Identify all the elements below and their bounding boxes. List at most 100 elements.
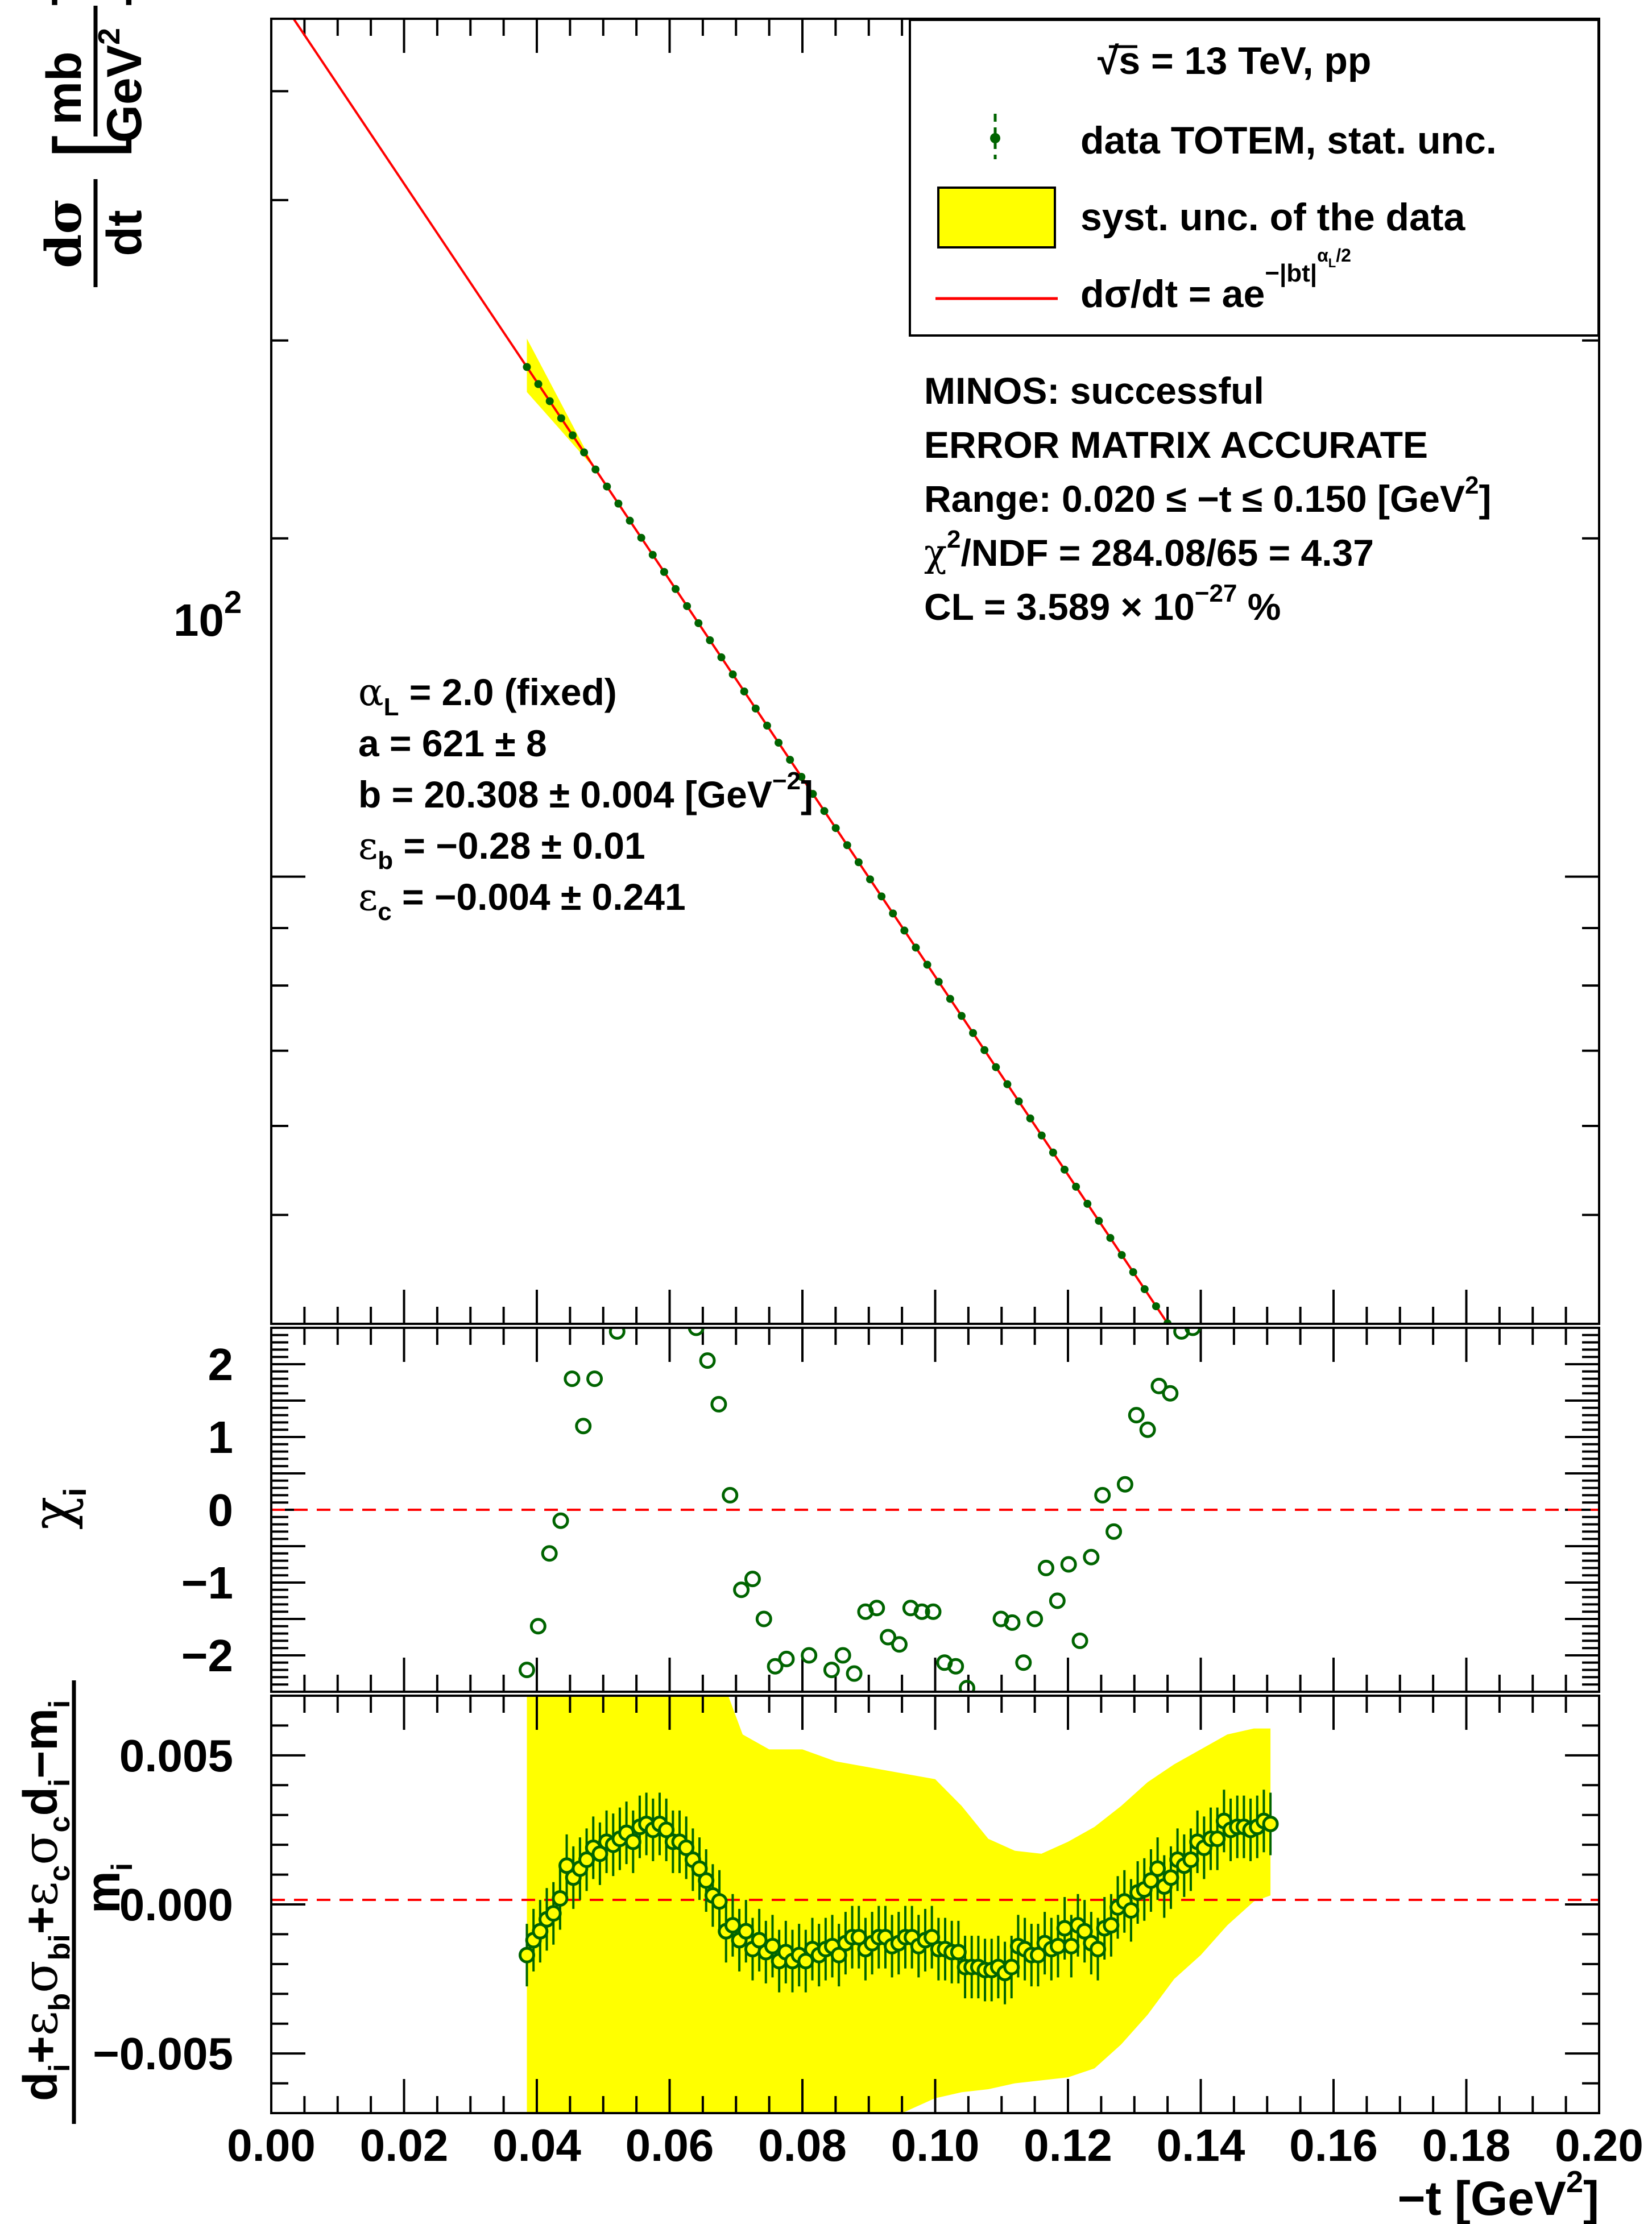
top-data-point [717,653,726,661]
svg-text:dσ: dσ [35,198,93,268]
top-data-point [797,773,806,781]
top-data-point [1266,1473,1274,1481]
top-data-point [831,824,840,833]
top-data-point [1210,1388,1218,1395]
top-data-point [728,670,737,678]
bottom-point [545,1905,562,1922]
middle-point [868,1600,885,1617]
bottom-xtick-label: 0.14 [1157,2120,1245,2171]
top-data-point [900,926,909,935]
fit-line [292,19,1170,1324]
top-data-point [1003,1080,1012,1088]
svg-text:GeV2: GeV2 [92,28,152,143]
bottom-xtick-label: 0.02 [360,2120,449,2171]
top-data-point [648,550,657,559]
top-data-point [866,875,874,884]
middle-point [1139,1421,1156,1438]
top-data-point [1049,1148,1057,1157]
middle-point [564,1370,581,1388]
middle-point [834,1647,851,1664]
svg-text:dt: dt [97,210,152,256]
fit-range: Range: 0.020 ≤ −t ≤ 0.150 [GeV2] [924,471,1492,520]
middle-point [608,1328,626,1340]
top-data-point [523,363,531,371]
top-data-point [1037,1131,1046,1140]
middle-ylabel: χi [20,1488,93,1530]
middle-point [959,1680,976,1692]
bottom-xtick-label: 0.08 [758,2120,847,2171]
top-data-point [614,499,623,508]
middle-ytick-label: 1 [208,1412,234,1463]
top-data-point [786,756,794,764]
top-data-point [854,858,863,867]
top-ylabel: dσ dt [ mb GeV2 ] [35,0,152,287]
middle-panel: −2 −1 0 1 2 χi [20,1327,1600,1693]
bottom-xlabel: −t [GeV2] [1398,2165,1599,2224]
top-data-point [1095,1216,1103,1225]
top-data-point [568,431,577,440]
middle-point [913,1603,930,1620]
bottom-syst-band-shape [527,1696,1271,2113]
top-data-point [706,636,714,644]
bottom-ytick-label: −0.005 [93,2028,233,2079]
bottom-point [1003,1958,1020,1975]
svg-text:]: ] [36,0,132,6]
fit-minos: MINOS: successful [924,370,1264,412]
bottom-point [552,1890,569,1907]
param-a: a = 621 ± 8 [358,722,547,764]
middle-point [891,1636,908,1653]
middle-point [778,1650,795,1667]
middle-frame [270,1327,1600,1693]
param-eb: εb = −0.28 ± 0.01 [358,824,645,875]
bottom-point [1262,1815,1279,1832]
svg-text:di+εbσbi+εcσcdi−mi: di+εbσbi+εcσcdi−mi [13,1700,76,2101]
top-data-point [534,380,543,388]
middle-point [733,1581,750,1598]
fit-params: αL = 2.0 (fixed) a = 621 ± 8 b = 20.308 … [358,670,813,926]
bottom-point [698,1872,715,1889]
fit-matrix: ERROR MATRIX ACCURATE [924,424,1428,466]
bottom-frame [270,1695,1600,2114]
legend-data-label: data TOTEM, stat. unc. [1080,119,1497,162]
middle-point [1015,1654,1032,1671]
middle-point [1094,1486,1111,1504]
middle-point [801,1647,818,1664]
middle-point [1049,1592,1066,1609]
bottom-residual-points [518,1790,1279,2005]
bottom-point [764,1937,781,1954]
top-fit-curve [292,19,1170,1324]
middle-point [846,1665,863,1682]
top-data-point [751,705,760,713]
top-data-point [957,1012,966,1020]
param-b: b = 20.308 ± 0.004 [GeV−2] [358,767,813,815]
top-data-point [1117,1250,1126,1259]
middle-point [552,1512,569,1529]
legend-syst-label: syst. unc. of the data [1080,196,1466,239]
top-data-point [545,397,554,405]
bottom-xtick-label: 0.06 [626,2120,714,2171]
bottom-point [1056,1920,1073,1937]
top-syst-band-shape [527,338,597,471]
top-data-point [740,687,748,695]
top-data-points [523,363,1274,1481]
top-data-point [557,414,565,423]
top-data-point [1129,1268,1137,1277]
top-data-point [763,722,771,730]
top-data-point [1186,1353,1194,1361]
bottom-point [1103,1917,1120,1934]
middle-point [823,1662,840,1679]
legend-data-marker [990,114,1000,159]
top-data-point [1083,1199,1092,1208]
top-data-point [1060,1165,1069,1174]
bottom-xtick-label: 0.00 [227,2120,316,2171]
top-data-point [934,978,943,986]
bottom-syst-band [527,1696,1271,2113]
middle-point [744,1571,761,1588]
param-alpha: αL = 2.0 (fixed) [358,670,617,721]
middle-point [1026,1610,1044,1627]
top-data-point [1232,1422,1240,1430]
middle-point [1128,1407,1145,1424]
bottom-point [1049,1937,1066,1954]
top-data-point [683,602,692,610]
